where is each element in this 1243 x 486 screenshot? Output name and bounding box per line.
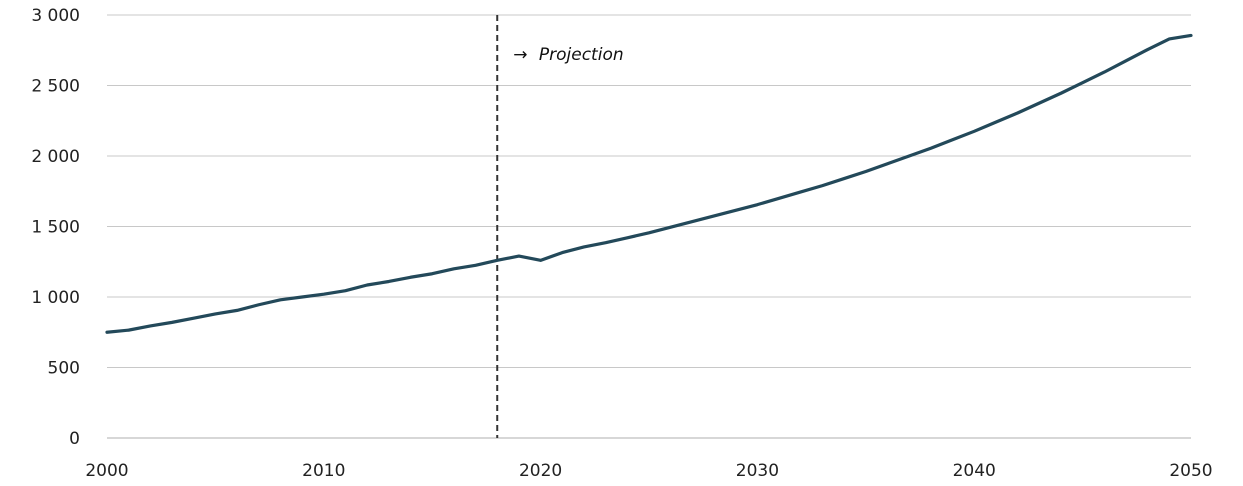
projection-label-text: Projection bbox=[539, 45, 624, 65]
y-tick-label: 0 bbox=[69, 429, 80, 449]
y-axis-tick-labels: 0 500 1 000 1 500 2 000 2 500 3 000 bbox=[31, 6, 80, 449]
x-tick-label: 2050 bbox=[1169, 461, 1212, 481]
y-tick-label: 2 500 bbox=[31, 77, 80, 97]
x-tick-label: 2020 bbox=[519, 461, 562, 481]
gridlines bbox=[107, 14, 1191, 368]
projection-marker: → Projection bbox=[496, 15, 624, 438]
projection-label: → Projection bbox=[513, 45, 623, 65]
x-tick-label: 2040 bbox=[953, 461, 996, 481]
x-tick-label: 2000 bbox=[85, 461, 128, 481]
y-tick-label: 3 000 bbox=[31, 6, 80, 26]
y-tick-label: 500 bbox=[48, 359, 80, 379]
y-tick-label: 1 000 bbox=[31, 288, 80, 308]
series-line bbox=[105, 33, 1193, 334]
series-layer bbox=[105, 33, 1193, 334]
y-tick-label: 2 000 bbox=[31, 147, 80, 167]
arrow-right-icon: → bbox=[513, 45, 527, 65]
x-tick-label: 2030 bbox=[736, 461, 779, 481]
y-tick-label: 1 500 bbox=[31, 218, 80, 238]
x-tick-label: 2010 bbox=[302, 461, 345, 481]
x-axis-tick-labels: 2000 2010 2020 2030 2040 2050 bbox=[85, 461, 1212, 481]
